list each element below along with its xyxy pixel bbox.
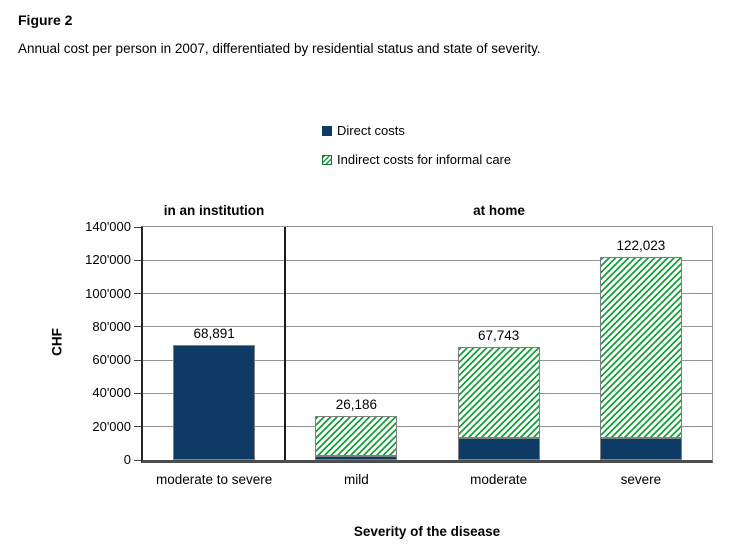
indirect-costs-swatch-icon bbox=[322, 154, 332, 165]
value-label-mild: 26,186 bbox=[335, 397, 378, 413]
bar-segment-indirect-costs-for-informal-care-severe bbox=[599, 256, 682, 438]
figure-label: Figure 2 bbox=[18, 12, 73, 28]
bar-segment-direct-costs-moderate bbox=[457, 437, 540, 460]
y-tick-label: 80'000 bbox=[92, 318, 131, 334]
section-divider bbox=[284, 227, 287, 460]
x-axis-title: Severity of the disease bbox=[353, 524, 501, 539]
y-tick bbox=[134, 293, 141, 295]
value-label-severe: 122,023 bbox=[616, 237, 666, 253]
y-tick bbox=[134, 226, 141, 228]
bar-segment-direct-costs-severe bbox=[599, 437, 682, 460]
y-tick bbox=[134, 392, 141, 394]
x-tick-label-mild: mild bbox=[343, 472, 369, 487]
x-tick-label-severe: severe bbox=[620, 472, 662, 487]
y-tick-label: 100'000 bbox=[85, 285, 131, 301]
bar-segment-indirect-costs-for-informal-care-mild bbox=[315, 416, 398, 456]
direct-costs-swatch-icon bbox=[322, 125, 332, 136]
figure-caption: Annual cost per person in 2007, differen… bbox=[18, 41, 541, 56]
y-tick bbox=[134, 326, 141, 328]
gridline bbox=[143, 359, 712, 361]
legend-item-direct-costs: Direct costs bbox=[322, 123, 511, 138]
y-tick-label: 0 bbox=[123, 452, 131, 467]
x-tick-label-moderate-to-severe: moderate to severe bbox=[155, 472, 273, 487]
gridline bbox=[143, 293, 712, 295]
legend-label-indirect-costs: Indirect costs for informal care bbox=[337, 152, 512, 167]
x-tick-label-moderate: moderate bbox=[470, 472, 528, 487]
y-tick bbox=[134, 459, 141, 461]
gridline bbox=[143, 259, 712, 261]
y-tick-label: 40'000 bbox=[92, 385, 131, 401]
value-label-moderate: 67,743 bbox=[477, 328, 520, 344]
legend: Direct costs Indirect costs for informal… bbox=[322, 123, 511, 167]
y-tick-label: 140'000 bbox=[85, 219, 131, 234]
y-tick-label: 60'000 bbox=[92, 352, 131, 368]
legend-item-indirect-costs: Indirect costs for informal care bbox=[322, 152, 511, 167]
group-header-home: at home bbox=[473, 203, 525, 218]
gridline bbox=[143, 392, 712, 394]
value-label-moderate-to-severe: 68,891 bbox=[193, 326, 235, 342]
bar-segment-indirect-costs-for-informal-care-moderate bbox=[457, 347, 540, 438]
y-tick bbox=[134, 259, 141, 261]
gridline bbox=[143, 426, 712, 428]
y-tick-label: 120'000 bbox=[85, 252, 131, 268]
legend-label-direct-costs: Direct costs bbox=[337, 123, 405, 138]
bar-segment-direct-costs-mild bbox=[315, 456, 398, 460]
y-tick bbox=[134, 359, 141, 361]
plot-area: 68,891 26,186 67,743 122,023 bbox=[134, 226, 713, 463]
group-header-institution: in an institution bbox=[163, 203, 265, 218]
y-tick-label: 20'000 bbox=[92, 418, 131, 434]
y-tick bbox=[134, 426, 141, 428]
bar-segment-direct-costs-moderate-to-severe bbox=[173, 345, 256, 460]
gridline bbox=[143, 326, 712, 328]
